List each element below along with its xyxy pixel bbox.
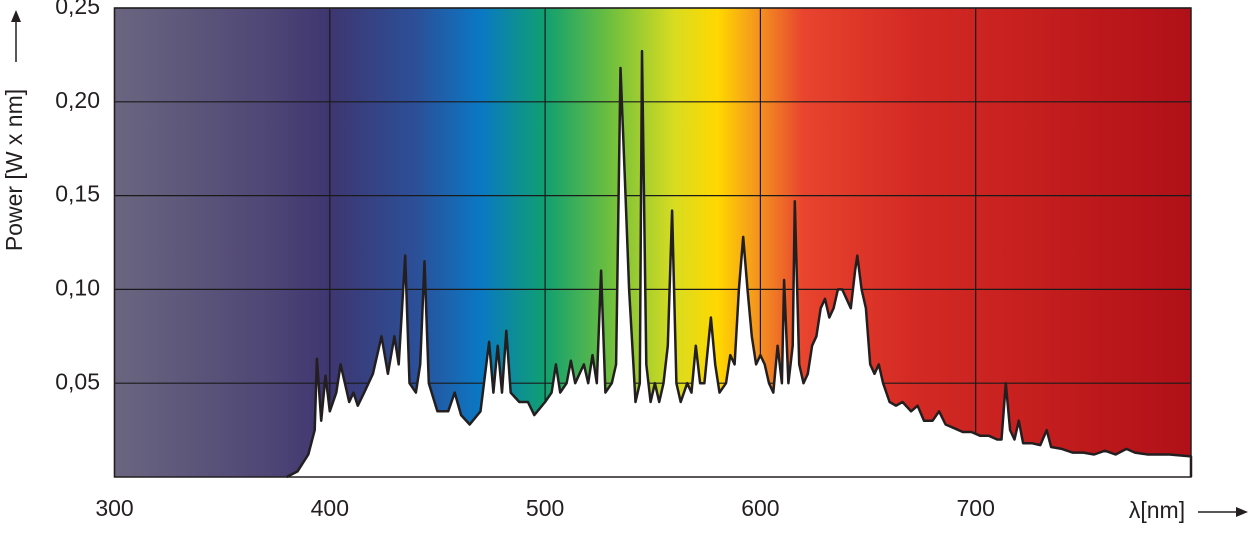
plot-frame bbox=[113, 7, 1192, 478]
x-axis-arrowhead bbox=[1236, 507, 1248, 517]
x-tick-label: 500 bbox=[526, 495, 564, 521]
x-axis-label: λ[nm] bbox=[1129, 497, 1185, 523]
y-tick-label: 0,05 bbox=[55, 368, 100, 394]
y-tick-label: 0,25 bbox=[55, 0, 100, 19]
x-tick-label: 600 bbox=[741, 495, 779, 521]
x-tick-label: 700 bbox=[957, 495, 995, 521]
spectrum-line bbox=[286, 49, 1193, 479]
x-tick-label: 400 bbox=[311, 495, 349, 521]
y-axis-label: Power [W x nm] bbox=[1, 89, 27, 251]
y-tick-label: 0,15 bbox=[55, 181, 100, 207]
y-tick-label: 0,20 bbox=[55, 87, 100, 113]
area-fill bbox=[286, 51, 1191, 477]
y-axis-arrowhead bbox=[11, 10, 21, 22]
x-tick-label: 300 bbox=[95, 495, 133, 521]
y-tick-label: 0,10 bbox=[55, 274, 100, 300]
